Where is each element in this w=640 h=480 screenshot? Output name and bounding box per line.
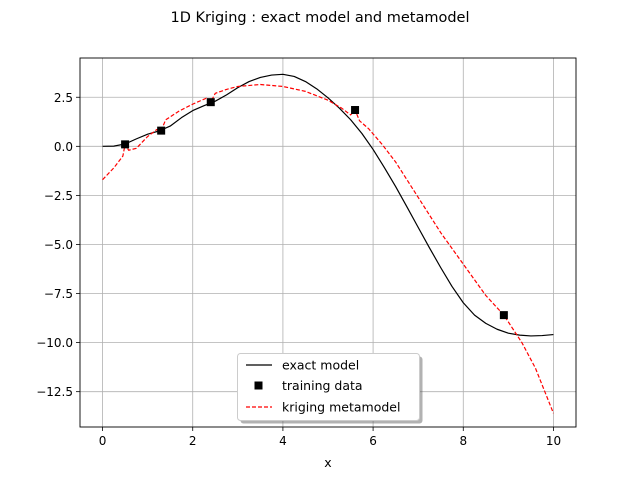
grid (80, 58, 576, 427)
x-tick-label: 10 (546, 434, 561, 448)
y-tick-label: −12.5 (36, 385, 73, 399)
y-tick-label: −7.5 (44, 287, 73, 301)
x-tick-label: 8 (459, 434, 467, 448)
legend: exact model training data kriging metamo… (237, 353, 423, 424)
y-tick-label: −5.0 (44, 238, 73, 252)
series-layer (102, 73, 555, 414)
legend-box (237, 353, 420, 421)
x-tick-label: 0 (99, 434, 107, 448)
y-tick-label: 2.5 (54, 91, 73, 105)
x-tick-label: 4 (279, 434, 287, 448)
ticks: 0 2 4 6 8 10 2.5 0.0 −2.5 −5.0 −7.5 −10.0 −12.5 (36, 91, 561, 448)
x-axis-label: x (324, 455, 331, 470)
y-tick-label: 0.0 (54, 140, 73, 154)
y-tick-label: −2.5 (44, 189, 73, 203)
legend-exact-model-label: exact model (282, 358, 359, 373)
training-data-point (206, 98, 215, 107)
training-data-point (499, 311, 508, 320)
training-data-point (157, 126, 166, 135)
x-tick-label: 6 (369, 434, 377, 448)
chart-title: 1D Kriging : exact model and metamodel (170, 10, 469, 26)
legend-training-data-swatch (254, 381, 263, 390)
exact-model-line (102, 73, 554, 337)
legend-training-data-label: training data (282, 378, 363, 393)
y-tick-label: −10.0 (36, 336, 73, 350)
training-data-point (121, 140, 130, 149)
kriging-metamodel-line (102, 83, 555, 414)
x-tick-label: 2 (189, 434, 197, 448)
axes-frame (79, 57, 577, 428)
legend-kriging-metamodel-label: kriging metamodel (282, 400, 400, 415)
training-data-point (351, 106, 360, 115)
